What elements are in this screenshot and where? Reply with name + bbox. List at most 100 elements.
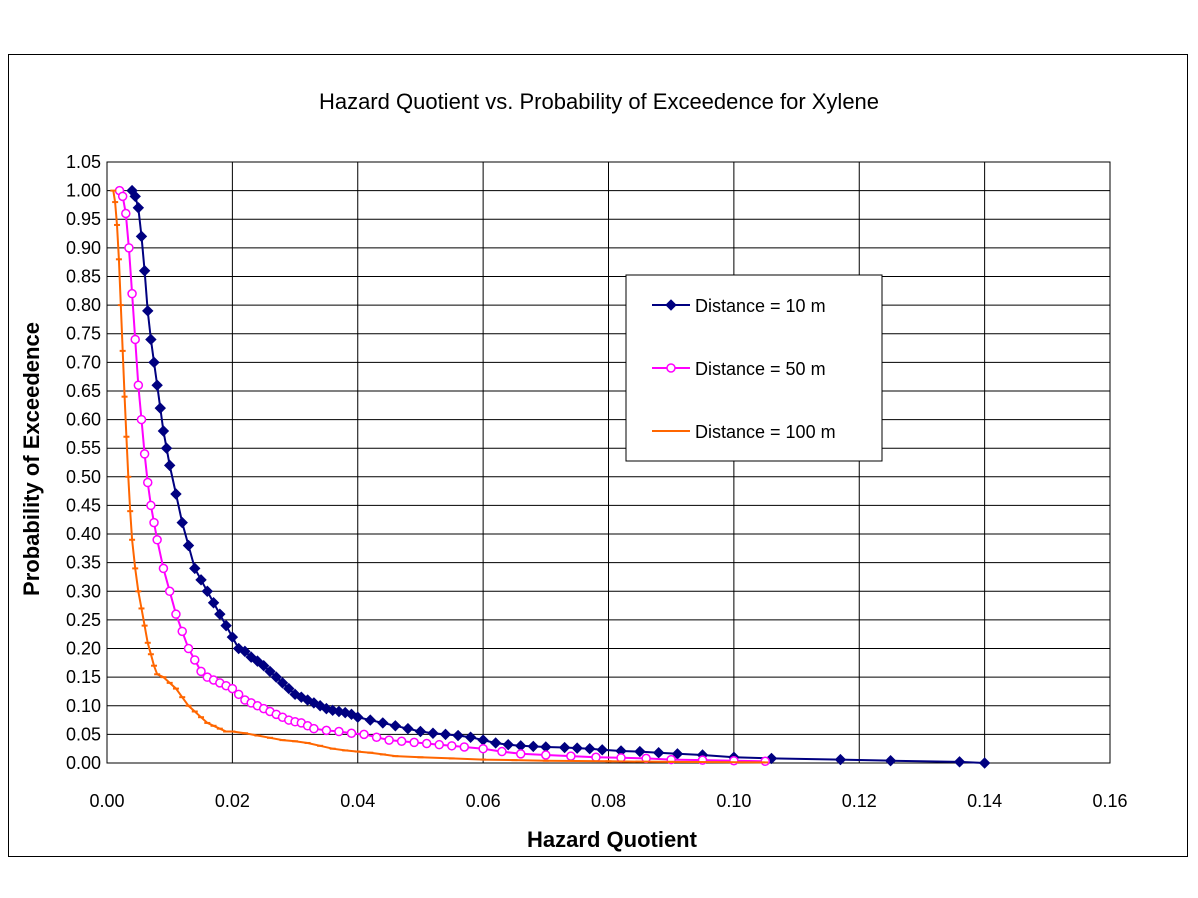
data-point: [136, 414, 147, 425]
y-tick-label: 0.90: [66, 238, 101, 258]
data-point: [138, 265, 151, 277]
data-point: [583, 742, 596, 755]
data-point: [141, 624, 148, 627]
data-point: [123, 435, 130, 438]
data-point: [427, 727, 439, 739]
data-point: [172, 687, 179, 690]
x-axis-title: Hazard Quotient: [527, 827, 698, 852]
data-point: [762, 761, 769, 764]
y-tick-label: 1.00: [66, 181, 101, 201]
data-point: [434, 739, 444, 750]
data-point: [121, 395, 128, 398]
y-tick-label: 0.25: [66, 610, 101, 630]
data-point: [668, 760, 675, 763]
plot-area: [106, 161, 1111, 764]
data-point: [497, 746, 507, 757]
data-point: [226, 631, 239, 643]
data-point: [158, 563, 169, 574]
data-point: [396, 736, 407, 746]
data-point: [241, 732, 248, 735]
data-point: [185, 704, 192, 707]
series-distance-10-m: [126, 184, 991, 769]
x-tick-labels: 0.00 0.02 0.04 0.06 0.08 0.10 0.12 0.14 0.16: [89, 791, 1127, 811]
data-point: [342, 749, 349, 752]
data-point: [367, 751, 374, 754]
data-point: [146, 500, 156, 511]
data-point: [171, 609, 181, 619]
data-point: [135, 230, 148, 243]
data-point: [129, 538, 136, 541]
data-point: [214, 608, 226, 620]
x-tick-label: 0.06: [466, 791, 501, 811]
data-point: [477, 734, 489, 746]
y-tick-label: 0.10: [66, 696, 101, 716]
data-point: [149, 517, 159, 528]
data-point: [152, 535, 162, 545]
data-point: [515, 749, 526, 759]
data-point: [292, 740, 299, 743]
data-point: [439, 728, 452, 741]
y-tick-label: 0.80: [66, 295, 101, 315]
data-point: [151, 664, 158, 667]
legend-marker: [665, 299, 677, 311]
data-point: [354, 750, 361, 753]
data-point: [371, 732, 382, 742]
data-point: [227, 683, 238, 694]
data-point: [329, 747, 336, 750]
y-tick-label: 0.75: [66, 324, 101, 344]
y-tick-label: 0.00: [66, 753, 101, 773]
y-tick-label: 1.05: [66, 152, 101, 172]
data-point: [448, 757, 455, 760]
xylene-exceedence-chart: Hazard Quotient vs. Probability of Excee…: [19, 89, 1128, 852]
y-tick-label: 0.05: [66, 724, 101, 744]
data-point: [132, 567, 139, 570]
data-point: [148, 356, 160, 369]
data-point: [151, 379, 163, 391]
data-point: [133, 380, 144, 390]
data-point: [541, 750, 551, 760]
data-point: [729, 755, 739, 766]
data-point: [142, 305, 154, 317]
data-point: [189, 562, 201, 575]
y-tick-label: 0.30: [66, 581, 101, 601]
legend-label: Distance = 100 m: [695, 422, 836, 442]
data-point: [119, 349, 126, 352]
x-tick-label: 0.04: [340, 791, 375, 811]
x-tick-label: 0.02: [215, 791, 250, 811]
x-tick-label: 0.12: [842, 791, 877, 811]
data-point: [207, 597, 220, 609]
data-point: [953, 756, 966, 768]
data-point: [117, 304, 124, 307]
data-point: [210, 724, 217, 727]
data-point: [144, 641, 151, 644]
data-point: [558, 741, 571, 754]
data-point: [502, 738, 514, 751]
y-tick-label: 0.40: [66, 524, 101, 544]
data-point: [760, 756, 770, 767]
data-point: [270, 671, 282, 683]
y-tick-label: 0.35: [66, 553, 101, 573]
data-point: [489, 737, 502, 749]
legend-label: Distance = 50 m: [695, 359, 826, 379]
data-point: [110, 189, 117, 192]
x-tick-label: 0.08: [591, 791, 626, 811]
data-point: [157, 425, 170, 437]
data-point: [233, 689, 244, 700]
data-point: [239, 645, 251, 658]
data-point: [978, 757, 991, 769]
data-point: [121, 208, 131, 219]
y-tick-label: 0.65: [66, 381, 101, 401]
legend-marker: [666, 363, 676, 373]
y-tick-label: 0.95: [66, 209, 101, 229]
y-tick-label: 0.55: [66, 438, 101, 458]
data-point: [196, 666, 206, 677]
data-point: [591, 752, 601, 763]
data-point: [452, 729, 464, 742]
data-point: [216, 727, 223, 730]
data-point: [279, 739, 286, 742]
data-point: [377, 717, 389, 729]
gridlines: [106, 161, 1111, 764]
data-point: [139, 449, 150, 459]
data-point: [834, 753, 847, 766]
data-point: [389, 720, 402, 732]
